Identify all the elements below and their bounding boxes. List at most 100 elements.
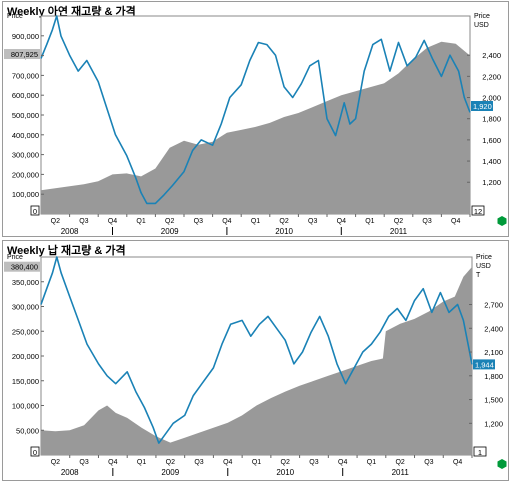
right-corner-box	[473, 446, 487, 457]
right-tick-label: 2,200	[482, 72, 501, 81]
quarter-label: Q4	[222, 218, 231, 225]
left-tick-label: 100,000	[12, 190, 39, 199]
left-last-value-tag	[4, 261, 40, 272]
left-tick-label: 300,000	[12, 151, 39, 160]
left-tick-label: 100,000	[12, 402, 39, 411]
left-last-value-label: 807,925	[11, 50, 38, 59]
right-last-value-label: 1,944	[475, 360, 494, 369]
quarter-label: Q3	[422, 218, 431, 225]
right-tick-label: 1,400	[482, 157, 501, 166]
lead-chart: Price 50,000 100,000 150,000 200,000 250,000 3…	[4, 254, 503, 477]
hexagon-icon[interactable]	[497, 459, 507, 469]
zinc-chart: Price 100,000 200,000 300,000 400,000 500,000…	[4, 13, 501, 236]
quarter-label: Q1	[136, 218, 145, 225]
year-label: 2011	[390, 227, 408, 236]
left-tick-label: 50,000	[16, 426, 39, 435]
year-label: 2011	[392, 468, 410, 477]
year-label: 2010	[276, 468, 294, 477]
year-label: 2010	[275, 227, 293, 236]
left-last-value-tag	[4, 49, 40, 60]
right-last-value-tag	[473, 359, 495, 370]
left-zero-label: 0	[33, 207, 37, 216]
quarter-label: Q1	[365, 218, 374, 225]
right-tick-label: 1,800	[482, 115, 501, 124]
right-last-value-label: 1,920	[473, 102, 492, 111]
quarter-label: Q4	[108, 218, 117, 225]
quarter-label: Q4	[223, 459, 232, 466]
right-tick-label: 2,400	[482, 51, 501, 60]
left-tick-label: 250,000	[12, 327, 39, 336]
quarter-label: Q1	[252, 459, 261, 466]
year-label: 2009	[161, 468, 179, 477]
quarter-label: Q4	[337, 218, 346, 225]
right-tick-label: 1,800	[484, 372, 503, 381]
left-tick-label: 350,000	[12, 278, 39, 287]
left-tick-label: 700,000	[12, 71, 39, 80]
year-label: 2008	[61, 468, 79, 477]
left-tick-label: 150,000	[12, 377, 39, 386]
quarter-label: Q2	[394, 218, 403, 225]
quarter-label: Q4	[453, 459, 462, 466]
right-tick-label: 1,200	[484, 419, 503, 428]
right-axis-label: USD	[476, 263, 491, 270]
left-tick-label: 200,000	[12, 170, 39, 179]
quarter-label: Q1	[137, 459, 146, 466]
right-tick-label: 1,500	[484, 396, 503, 405]
left-tick-label: 200,000	[12, 352, 39, 361]
right-tick-label: 2,100	[484, 348, 503, 357]
right-tick-label: 2,700	[484, 301, 503, 310]
quarter-label: Q2	[51, 218, 60, 225]
left-tick-label: 300,000	[12, 303, 39, 312]
price-line-series	[40, 256, 473, 444]
right-last-value-tag	[471, 101, 493, 111]
zinc-chart-panel: Weekly 아연 재고량 & 가격 Price 100,000 200,000 30…	[2, 1, 509, 237]
right-axis-label: T	[476, 272, 481, 279]
left-last-value-label: 380,400	[11, 263, 38, 272]
quarter-label: Q2	[166, 459, 175, 466]
quarter-label: Q2	[395, 459, 404, 466]
quarter-label: Q2	[165, 218, 174, 225]
quarter-label: Q2	[281, 459, 290, 466]
right-tick-label: 1,600	[482, 136, 501, 145]
quarter-label: Q3	[424, 459, 433, 466]
left-tick-label: 600,000	[12, 91, 39, 100]
right-axis-label: Price	[476, 254, 492, 261]
zinc-chart-title: Weekly 아연 재고량 & 가격	[7, 6, 136, 18]
price-line-series	[40, 15, 471, 205]
quarter-label: Q3	[194, 218, 203, 225]
quarter-label: Q4	[451, 218, 460, 225]
left-axis-label: Price	[7, 13, 23, 20]
stock-area-series	[41, 41, 470, 215]
right-tick-label: 2,400	[484, 324, 503, 333]
left-zero-box	[30, 446, 40, 457]
quarter-label: Q3	[308, 218, 317, 225]
right-axis-label: USD	[474, 22, 489, 29]
quarter-label: Q3	[79, 459, 88, 466]
hexagon-icon[interactable]	[497, 216, 507, 226]
right-corner-box	[471, 205, 485, 216]
left-axis-label: Price	[7, 254, 23, 261]
stock-area-series	[41, 266, 472, 455]
quarter-label: Q2	[279, 218, 288, 225]
right-tick-label: 1,200	[482, 178, 501, 187]
left-tick-label: 400,000	[12, 131, 39, 140]
quarter-label: Q3	[79, 218, 88, 225]
year-label: 2009	[161, 227, 179, 236]
year-label: 2008	[61, 227, 79, 236]
left-zero-box	[30, 205, 40, 216]
quarter-label: Q1	[367, 459, 376, 466]
quarter-label: Q2	[51, 459, 60, 466]
lead-chart-panel: Weekly 납 재고량 & 가격 Price 50,000 100,000 150,…	[2, 240, 509, 481]
quarter-label: Q4	[338, 459, 347, 466]
quarter-label: Q3	[309, 459, 318, 466]
lead-chart-title: Weekly 납 재고량 & 가격	[7, 245, 126, 257]
quarter-label: Q4	[108, 459, 117, 466]
quarter-label: Q3	[194, 459, 203, 466]
left-tick-label: 500,000	[12, 111, 39, 120]
right-corner-label: 12	[474, 207, 482, 216]
quarter-label: Q1	[251, 218, 260, 225]
right-tick-label: 2,000	[482, 94, 501, 103]
right-corner-label: 1	[478, 448, 482, 457]
left-zero-label: 0	[33, 448, 37, 457]
left-tick-label: 900,000	[12, 32, 39, 41]
